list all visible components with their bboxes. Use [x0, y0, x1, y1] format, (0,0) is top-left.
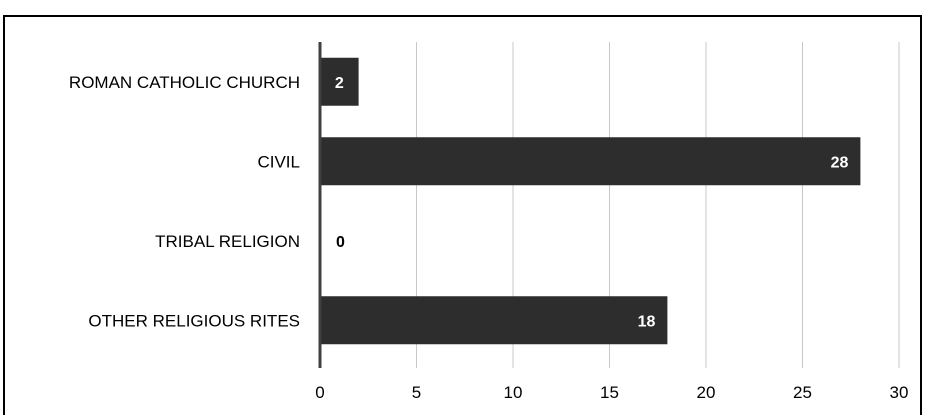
category-label-1: ROMAN CATHOLIC CHURCH	[69, 73, 300, 92]
data-label-3: 0	[336, 234, 345, 251]
x-tick-label-10: 10	[504, 383, 523, 402]
x-axis-tick-labels: 0 5 10 15 20 25 30	[315, 383, 908, 402]
category-label-4: OTHER RELIGIOUS RITES	[88, 311, 300, 330]
x-tick-label-25: 25	[793, 383, 812, 402]
bar-4	[320, 296, 667, 344]
data-labels: 2 28 0 18	[335, 75, 849, 331]
x-tick-label-5: 5	[412, 383, 421, 402]
category-label-2: CIVIL	[257, 152, 300, 171]
data-label-2: 28	[831, 154, 849, 171]
data-label-1: 2	[335, 75, 344, 92]
data-label-4: 18	[638, 313, 656, 330]
x-tick-label-30: 30	[890, 383, 909, 402]
category-labels: ROMAN CATHOLIC CHURCH CIVIL TRIBAL RELIGIO…	[69, 73, 300, 331]
bar-2	[320, 137, 860, 185]
x-tick-label-15: 15	[600, 383, 619, 402]
x-tick-label-20: 20	[697, 383, 716, 402]
category-label-3: TRIBAL RELIGION	[155, 232, 300, 251]
x-tick-label-0: 0	[315, 383, 324, 402]
bars	[320, 58, 860, 345]
